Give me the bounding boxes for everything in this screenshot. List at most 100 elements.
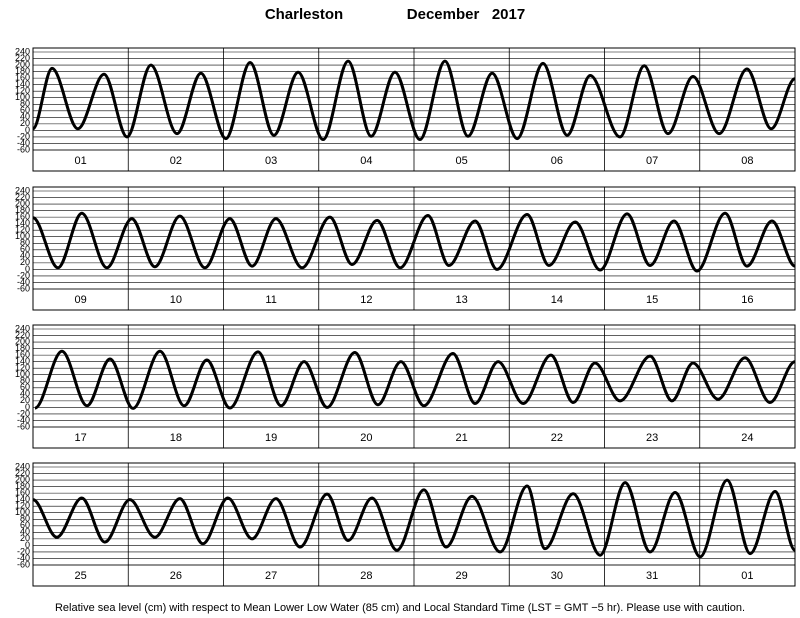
y-tick-label: 200 (15, 474, 30, 484)
day-label: 21 (456, 432, 468, 444)
day-label: 05 (456, 155, 468, 167)
y-tick-label: -20 (17, 270, 30, 280)
y-tick-label: 20 (20, 533, 30, 543)
day-label: 07 (646, 155, 658, 167)
y-tick-label: 60 (20, 382, 30, 392)
day-label: 17 (75, 432, 87, 444)
y-tick-label: -40 (17, 553, 30, 563)
day-label: 19 (265, 432, 277, 444)
y-tick-label: 240 (15, 323, 30, 333)
y-tick-label: 40 (20, 112, 30, 122)
y-tick-label: 160 (15, 73, 30, 83)
month-title: December 2017 (407, 6, 525, 23)
tide-line (32, 478, 797, 559)
y-tick-label: -40 (17, 277, 30, 287)
y-tick-label: 0 (25, 402, 30, 412)
day-label: 06 (551, 155, 563, 167)
y-tick-label: -20 (17, 408, 30, 418)
y-tick-label: 20 (20, 257, 30, 267)
panel-frame (32, 47, 796, 172)
y-tick-label: -40 (17, 138, 30, 148)
y-tick-label: 140 (15, 218, 30, 228)
y-tick-label: 180 (15, 343, 30, 353)
y-tick-label: 220 (15, 192, 30, 202)
tide-line (31, 59, 796, 142)
y-tick-label: 100 (15, 507, 30, 517)
y-tick-label: 100 (15, 231, 30, 241)
y-tick-label: 60 (20, 105, 30, 115)
y-tick-label: 220 (15, 330, 30, 340)
y-tick-label: 180 (15, 66, 30, 76)
y-tick-label: -40 (17, 415, 30, 425)
y-tick-label: 20 (20, 118, 30, 128)
day-label: 31 (646, 570, 658, 582)
y-tick-label: 180 (15, 481, 30, 491)
day-label: 28 (360, 570, 372, 582)
y-tick-label: 100 (15, 92, 30, 102)
y-tick-label: -60 (17, 559, 30, 569)
y-tick-label: 40 (20, 389, 30, 399)
y-tick-label: 0 (25, 540, 30, 550)
y-tick-label: 120 (15, 86, 30, 96)
tide-line (34, 349, 796, 410)
y-tick-label: -20 (17, 546, 30, 556)
day-label: 22 (551, 432, 563, 444)
y-tick-label: 80 (20, 238, 30, 248)
y-tick-label: 240 (15, 461, 30, 471)
y-tick-label: 0 (25, 264, 30, 274)
y-tick-label: 140 (15, 79, 30, 89)
day-label: 29 (456, 570, 468, 582)
y-tick-label: -20 (17, 131, 30, 141)
y-tick-label: 200 (15, 198, 30, 208)
day-label: 24 (741, 432, 753, 444)
y-tick-label: 0 (25, 125, 30, 135)
y-tick-label: 140 (15, 494, 30, 504)
y-tick-label: 160 (15, 488, 30, 498)
y-tick-label: -60 (17, 421, 30, 431)
y-tick-label: 140 (15, 356, 30, 366)
y-tick-label: 80 (20, 99, 30, 109)
panel-frame (32, 462, 796, 587)
panel-frame (32, 186, 796, 311)
footnote: Relative sea level (cm) with respect to … (55, 602, 745, 614)
day-label: 16 (741, 294, 753, 306)
y-tick-label: 120 (15, 501, 30, 511)
y-tick-label: -60 (17, 144, 30, 154)
day-label: 30 (551, 570, 563, 582)
day-label: 12 (360, 294, 372, 306)
y-tick-label: 60 (20, 520, 30, 530)
day-label: 04 (360, 155, 372, 167)
y-tick-label: 240 (15, 185, 30, 195)
y-tick-label: 120 (15, 225, 30, 235)
y-tick-label: 40 (20, 527, 30, 537)
day-label: 27 (265, 570, 277, 582)
day-label: 23 (646, 432, 658, 444)
y-tick-label: 60 (20, 244, 30, 254)
y-tick-label: 160 (15, 212, 30, 222)
panel-frame (32, 324, 796, 449)
y-tick-label: 80 (20, 514, 30, 524)
day-label: 10 (170, 294, 182, 306)
day-label: 01 (741, 570, 753, 582)
tide-line (32, 211, 796, 273)
day-label: 20 (360, 432, 372, 444)
y-tick-label: 100 (15, 369, 30, 379)
station-title: Charleston (265, 6, 343, 23)
y-tick-label: 220 (15, 468, 30, 478)
y-tick-label: 200 (15, 59, 30, 69)
day-label: 08 (741, 155, 753, 167)
day-label: 01 (75, 155, 87, 167)
y-tick-label: 20 (20, 395, 30, 405)
y-tick-label: 80 (20, 376, 30, 386)
y-tick-label: 220 (15, 53, 30, 63)
day-label: 18 (170, 432, 182, 444)
day-label: 25 (75, 570, 87, 582)
y-tick-label: 180 (15, 205, 30, 215)
day-label: 09 (75, 294, 87, 306)
day-label: 11 (265, 294, 276, 306)
y-tick-label: -60 (17, 283, 30, 293)
day-label: 26 (170, 570, 182, 582)
y-tick-label: 160 (15, 350, 30, 360)
